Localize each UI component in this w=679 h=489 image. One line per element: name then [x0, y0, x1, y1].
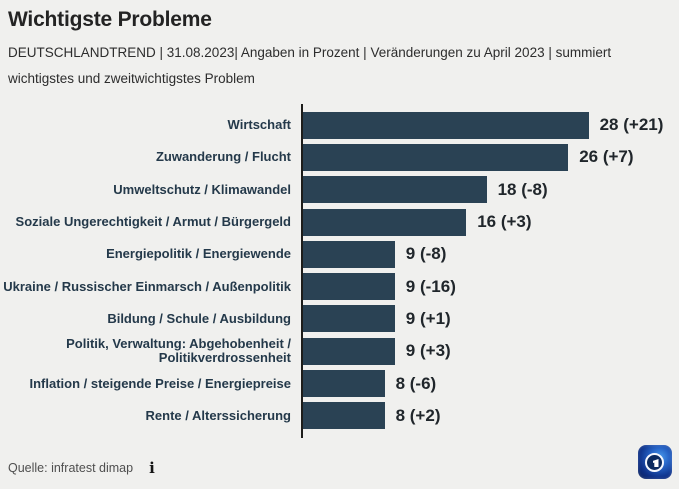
- bar-value: 9 (+1): [405, 308, 451, 328]
- bar-row: Inflation / steigende Preise / Energiepr…: [0, 367, 679, 399]
- bar: [303, 111, 589, 139]
- bar-label: Ukraine / Russischer Einmarsch / Außenpo…: [3, 278, 291, 294]
- ard-logo-icon: [638, 445, 672, 479]
- bar-row: Energiepolitik / Energiewende 9 (-8): [0, 238, 679, 270]
- ard-logo-ring: [645, 453, 664, 472]
- bar: [303, 402, 385, 430]
- bar-value: 8 (+2): [395, 405, 441, 425]
- bar: [303, 143, 569, 171]
- bar: [303, 176, 487, 204]
- bar-value: 9 (-16): [405, 276, 456, 296]
- bar-label: Umweltschutz / Klimawandel: [113, 181, 291, 197]
- bar-label: Rente / Alterssicherung: [145, 407, 291, 423]
- bar-value: 16 (+3): [477, 212, 532, 232]
- bar-value: 9 (-8): [405, 244, 447, 264]
- bar-value: 26 (+7): [579, 147, 634, 167]
- info-icon[interactable]: i: [149, 459, 155, 477]
- bar-row: Umweltschutz / Klimawandel 18 (-8): [0, 174, 679, 206]
- bar: [303, 337, 395, 365]
- bar-row: Soziale Ungerechtigkeit / Armut / Bürger…: [0, 206, 679, 238]
- subtitle-line-1: DEUTSCHLANDTREND | 31.08.2023| Angaben i…: [8, 45, 612, 60]
- bar-value: 28 (+21): [599, 115, 664, 135]
- page-title: Wichtigste Probleme: [8, 8, 212, 31]
- bar-value: 18 (-8): [497, 179, 548, 199]
- bar-label: Wirtschaft: [227, 117, 291, 133]
- bar-label: Politik, Verwaltung: Abgehobenheit / Pol…: [66, 336, 291, 366]
- bar-label: Inflation / steigende Preise / Energiepr…: [29, 375, 291, 391]
- bar-value: 9 (+3): [405, 341, 451, 361]
- bar-label: Energiepolitik / Energiewende: [106, 246, 291, 262]
- subtitle-line-2: wichtigstes und zweitwichtigstes Problem: [8, 71, 255, 86]
- bar: [303, 240, 395, 268]
- bar-chart: Wirtschaft 28 (+21) Zuwanderung / Flucht…: [0, 109, 679, 432]
- bar-row: Rente / Alterssicherung 8 (+2): [0, 400, 679, 432]
- chart-footer: Quelle: infratest dimap i: [8, 459, 155, 477]
- bar-value: 8 (-6): [395, 373, 437, 393]
- bar-row: Zuwanderung / Flucht 26 (+7): [0, 141, 679, 173]
- bar-row: Wirtschaft 28 (+21): [0, 109, 679, 141]
- chart-subtitle: DEUTSCHLANDTREND | 31.08.2023| Angaben i…: [8, 40, 611, 92]
- bar-row: Bildung / Schule / Ausbildung 9 (+1): [0, 303, 679, 335]
- ard-logo-one-glyph: [652, 459, 659, 467]
- bar: [303, 370, 385, 398]
- bar-label: Soziale Ungerechtigkeit / Armut / Bürger…: [15, 214, 291, 230]
- bar-row: Ukraine / Russischer Einmarsch / Außenpo…: [0, 270, 679, 302]
- bar: [303, 273, 395, 301]
- bar: [303, 305, 395, 333]
- bar-label: Zuwanderung / Flucht: [155, 149, 291, 165]
- source-text: Quelle: infratest dimap: [8, 461, 134, 475]
- bar: [303, 208, 467, 236]
- axis-baseline: [301, 104, 303, 438]
- bar-row: Politik, Verwaltung: Abgehobenheit / Pol…: [0, 335, 679, 367]
- bar-label: Bildung / Schule / Ausbildung: [107, 310, 291, 326]
